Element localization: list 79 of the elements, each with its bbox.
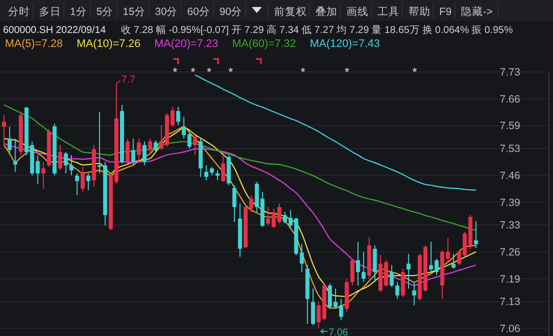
text: MA(5)=7.28 (5, 38, 63, 50)
text: 叠加 (315, 5, 338, 18)
y-tick-label: 7.46 (500, 170, 520, 182)
candlestick (406, 253, 411, 290)
y-tick-label: 7.53 (500, 143, 520, 156)
text: MA(120)=7.43 (310, 38, 380, 50)
text: 多日 (39, 6, 61, 18)
y-tick-label: 7.33 (500, 220, 520, 232)
candlestick (131, 138, 136, 166)
candlestick (64, 151, 68, 174)
candlestick (154, 140, 158, 152)
text: 60分 (187, 6, 210, 18)
candlestick (300, 243, 304, 273)
candlestick (400, 268, 405, 298)
y-tick-label: 7.39 (500, 196, 520, 209)
annotation: 7.06 (328, 327, 349, 336)
text: MA(10)=7.26 (76, 38, 141, 50)
text: 工具 (377, 6, 400, 18)
y-tick-label: 7.73 (500, 66, 520, 79)
text: 30分 (155, 6, 178, 18)
candlestick (356, 241, 360, 286)
annotation: * (300, 65, 306, 79)
candlestick (316, 301, 321, 329)
text: MA(60)=7.32 (232, 38, 296, 50)
candlestick (41, 161, 46, 190)
candlestick (142, 141, 147, 166)
annotation: * (206, 65, 212, 79)
candlestick (80, 166, 85, 192)
annotation: * (228, 65, 234, 79)
text: 帮助 (408, 5, 430, 18)
annotation: * (190, 65, 196, 79)
text: MA(20)=7.23 (154, 38, 218, 50)
text: F9 (439, 6, 452, 18)
candlestick (13, 138, 18, 172)
candlestick (451, 253, 456, 270)
candlestick (221, 154, 226, 182)
text: 1分 (70, 6, 87, 18)
text: 画线 (346, 5, 368, 18)
candlestick (412, 282, 416, 306)
candlestick (362, 251, 366, 283)
text: 分时 (8, 5, 30, 18)
y-tick-label: 7.13 (500, 296, 520, 308)
y-tick-label: 7.59 (500, 120, 520, 132)
candlestick (474, 220, 478, 248)
candlestick (176, 106, 180, 126)
annotation: * (172, 65, 178, 79)
candlestick (86, 172, 90, 191)
candlestick (193, 134, 198, 156)
annotation: * (344, 65, 350, 79)
annotation: * (412, 65, 418, 79)
candlestick (350, 258, 354, 286)
text: 15分 (122, 6, 146, 18)
text: 90分 (220, 6, 242, 18)
candlestick (8, 126, 12, 156)
candlestick (311, 288, 316, 326)
candlestick (390, 264, 394, 288)
candlestick (126, 138, 130, 164)
candlestick (277, 203, 282, 224)
chart-title: 600000.SH 2022/09/14 (3, 25, 106, 36)
candlestick (136, 138, 141, 162)
candlestick (2, 114, 6, 146)
candlestick (58, 144, 62, 171)
candlestick (75, 172, 80, 196)
candlestick (372, 244, 377, 283)
y-tick-label: 7.66 (500, 93, 520, 106)
text: 隐藏-> (461, 5, 493, 18)
y-tick-label: 7.26 (500, 246, 520, 258)
y-tick-label: 7.19 (500, 273, 520, 286)
candlestick (69, 154, 74, 176)
line-series (194, 74, 477, 191)
line-series (3, 104, 477, 231)
y-tick-label: 7.06 (500, 323, 520, 336)
text: 5分 (96, 6, 114, 18)
candlestick (148, 138, 152, 156)
candlestick (232, 184, 236, 222)
chart-subtitle: 收 7.28 幅 -0.95%[-0.07] 开 7.29 高 7.34 低 7.27 均 7.29 量 18.65万 换 0.064% 振 0.95% (121, 24, 513, 36)
annotation: 7.7 (121, 74, 136, 86)
candlestick (395, 282, 400, 300)
text: 前复权 (274, 6, 307, 18)
